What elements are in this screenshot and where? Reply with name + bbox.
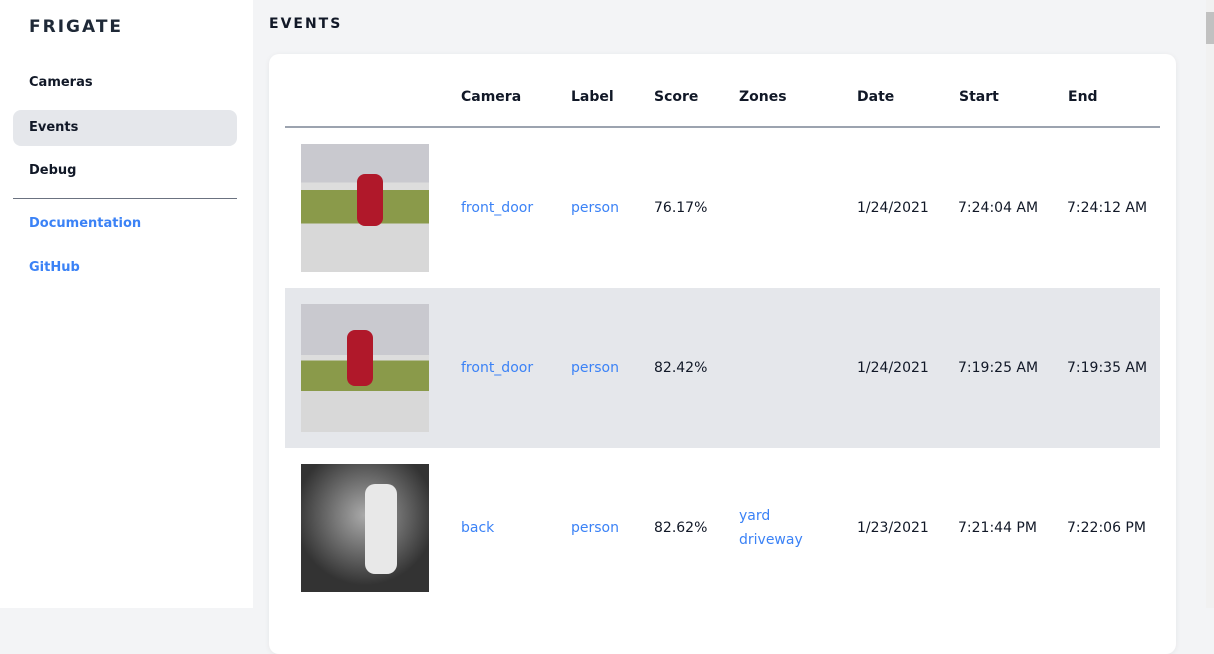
sidebar-item-debug[interactable]: Debug (29, 163, 77, 178)
start-time: 7:24:04 AM (958, 200, 1039, 216)
event-thumbnail[interactable] (301, 464, 429, 592)
table-row[interactable]: front_door person 82.42% 1/24/2021 7:19:… (285, 288, 1160, 448)
header-camera: Camera (461, 89, 522, 105)
events-table: Camera Label Score Zones Date Start End … (269, 54, 1176, 654)
score: 82.62% (654, 520, 708, 536)
event-thumbnail[interactable] (301, 144, 429, 272)
start-time: 7:21:44 PM (958, 520, 1037, 536)
event-thumbnail[interactable] (301, 304, 429, 432)
score: 82.42% (654, 360, 708, 376)
scrollbar[interactable] (1206, 0, 1214, 608)
end-time: 7:24:12 AM (1067, 200, 1148, 216)
header-date: Date (857, 89, 895, 105)
header-zones: Zones (739, 89, 787, 105)
start-time: 7:19:25 AM (958, 360, 1039, 376)
header-label: Label (571, 89, 614, 105)
person-figure-icon (357, 174, 383, 226)
link-documentation[interactable]: Documentation (29, 216, 142, 231)
table-row[interactable]: front_door person 76.17% 1/24/2021 7:24:… (285, 128, 1160, 288)
header-start: Start (959, 89, 999, 105)
camera-link[interactable]: front_door (461, 200, 534, 216)
date: 1/23/2021 (857, 520, 929, 536)
header-end: End (1068, 89, 1098, 105)
scrollbar-thumb[interactable] (1206, 12, 1214, 44)
header-score: Score (654, 89, 699, 105)
end-time: 7:19:35 AM (1067, 360, 1148, 376)
zone-link[interactable]: driveway (739, 532, 803, 548)
sidebar-item-cameras[interactable]: Cameras (29, 75, 93, 90)
date: 1/24/2021 (857, 360, 929, 376)
table-row[interactable]: back person 82.62% yard driveway 1/23/20… (285, 448, 1160, 608)
sidebar-divider (13, 198, 237, 199)
page-title: EVENTS (269, 16, 343, 32)
header-divider (285, 126, 1160, 128)
sidebar: FRIGATE Cameras Events Debug Documentati… (0, 0, 253, 608)
label-link[interactable]: person (571, 200, 619, 216)
sidebar-item-events[interactable]: Events (13, 110, 237, 146)
camera-link[interactable]: back (461, 520, 495, 536)
date: 1/24/2021 (857, 200, 929, 216)
zone-link[interactable]: yard (739, 508, 771, 524)
camera-link[interactable]: front_door (461, 360, 534, 376)
end-time: 7:22:06 PM (1067, 520, 1146, 536)
zones-list: yard driveway (739, 504, 803, 552)
person-figure-icon (365, 484, 397, 574)
label-link[interactable]: person (571, 360, 619, 376)
person-figure-icon (347, 330, 373, 386)
link-github[interactable]: GitHub (29, 260, 80, 275)
score: 76.17% (654, 200, 708, 216)
label-link[interactable]: person (571, 520, 619, 536)
brand-logo: FRIGATE (29, 17, 124, 37)
